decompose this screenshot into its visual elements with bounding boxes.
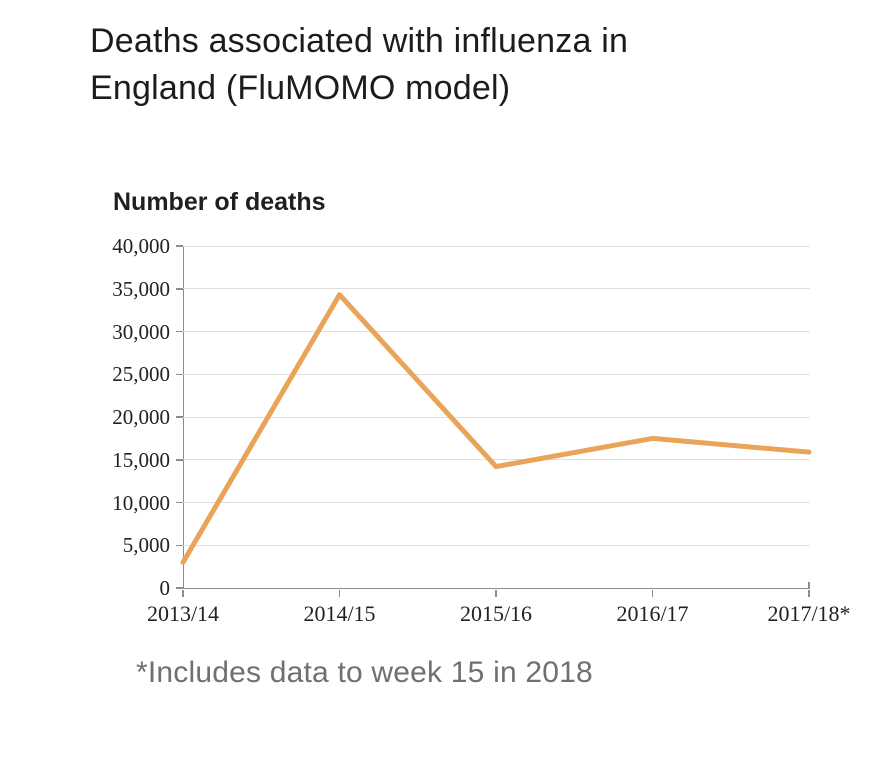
y-tick-label: 10,000 xyxy=(112,490,170,515)
y-tick-label: 35,000 xyxy=(112,276,170,301)
y-tick-label: 0 xyxy=(159,576,171,600)
y-gridline xyxy=(183,331,810,332)
y-axis-title: Number of deaths xyxy=(113,188,326,216)
x-axis-tick xyxy=(808,589,810,597)
y-gridline xyxy=(183,245,810,247)
x-axis-tick xyxy=(495,589,497,597)
y-axis-tick xyxy=(176,373,183,375)
y-axis-tick xyxy=(176,416,183,418)
y-axis-tick xyxy=(176,245,183,247)
x-axis-end-cap xyxy=(808,582,810,588)
y-gridline xyxy=(183,288,810,290)
y-tick-label: 15,000 xyxy=(112,447,170,472)
x-axis-tick xyxy=(182,589,184,597)
y-tick-label: 30,000 xyxy=(112,319,170,344)
y-axis-tick xyxy=(176,544,183,546)
chart-title-line-1: Deaths associated with influenza in xyxy=(90,22,629,60)
y-axis-tick xyxy=(176,587,183,589)
y-tick-label: 20,000 xyxy=(112,405,170,429)
y-gridline xyxy=(183,502,810,503)
chart-footnote: *Includes data to week 15 in 2018 xyxy=(136,656,593,689)
y-tick-label: 25,000 xyxy=(112,362,170,387)
y-axis-tick xyxy=(176,501,183,504)
line-chart xyxy=(180,292,812,565)
x-axis-tick xyxy=(651,589,654,597)
y-gridline xyxy=(183,459,810,461)
y-tick-label: 40,000 xyxy=(112,234,170,258)
y-tick-label: 5,000 xyxy=(122,533,170,558)
y-axis-tick xyxy=(176,288,183,290)
x-tick-label: 2013/14 xyxy=(146,601,220,626)
y-axis-tick xyxy=(176,459,183,461)
x-axis-tick xyxy=(338,589,341,597)
chart-title-line-2: England (FluMOMO model) xyxy=(90,69,511,107)
y-gridline xyxy=(183,416,810,418)
series-line-deaths xyxy=(180,292,812,565)
x-tick-label: 2014/15 xyxy=(303,601,376,626)
x-tick-label: 2016/17 xyxy=(616,601,689,626)
plot-area xyxy=(183,246,810,589)
chart-title: Deaths associated with influenza in Engla… xyxy=(90,18,750,112)
y-gridline xyxy=(183,373,810,375)
x-tick-label: 2017/18* xyxy=(767,601,851,626)
x-tick-label: 2015/16 xyxy=(459,601,533,626)
y-gridline xyxy=(183,544,810,546)
y-axis-tick xyxy=(176,330,183,333)
